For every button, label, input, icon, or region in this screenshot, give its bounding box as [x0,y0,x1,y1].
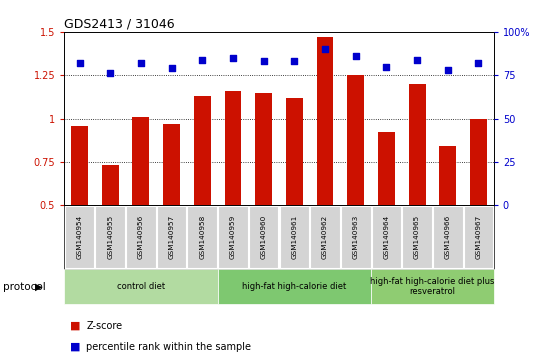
Text: GSM140963: GSM140963 [353,215,359,259]
Bar [132,117,150,205]
Point [167,65,176,71]
Text: ■: ■ [70,321,80,331]
Text: ■: ■ [70,342,80,352]
Text: Z-score: Z-score [86,321,123,331]
Point [412,57,421,62]
Bar [408,84,426,205]
Text: GSM140962: GSM140962 [322,215,328,259]
Point [259,58,268,64]
Text: GSM140965: GSM140965 [414,215,420,259]
Bar [286,98,303,205]
Text: GSM140964: GSM140964 [383,215,389,259]
Text: control diet: control diet [117,282,165,291]
Point [75,60,84,66]
Point [320,46,329,52]
Bar [224,91,242,205]
Bar [71,126,88,205]
Text: GSM140959: GSM140959 [230,215,236,259]
Text: GSM140956: GSM140956 [138,215,144,259]
Bar [347,75,364,205]
Point [443,67,452,73]
Text: ▶: ▶ [35,282,43,292]
Text: GSM140958: GSM140958 [199,215,205,259]
Bar [316,37,334,205]
Point [136,60,145,66]
Text: GDS2413 / 31046: GDS2413 / 31046 [64,18,175,31]
Text: GSM140967: GSM140967 [475,215,482,259]
Point [382,64,391,69]
Text: GSM140954: GSM140954 [76,215,83,259]
Point [290,58,299,64]
Text: high-fat high-calorie diet: high-fat high-calorie diet [242,282,347,291]
Bar [102,165,119,205]
Point [351,53,360,59]
Bar [470,119,487,205]
Bar [255,93,272,205]
Text: percentile rank within the sample: percentile rank within the sample [86,342,252,352]
Bar [194,96,211,205]
Point [198,57,206,62]
Point [105,71,115,76]
Text: GSM140957: GSM140957 [169,215,175,259]
Text: GSM140961: GSM140961 [291,215,297,259]
Text: GSM140966: GSM140966 [445,215,451,259]
Point [474,60,483,66]
Text: protocol: protocol [3,282,46,292]
Bar [163,124,180,205]
Bar [378,132,395,205]
Text: high-fat high-calorie diet plus
resveratrol: high-fat high-calorie diet plus resverat… [371,277,494,296]
Bar [439,146,456,205]
Text: GSM140955: GSM140955 [107,215,113,259]
Text: GSM140960: GSM140960 [261,215,267,259]
Point [228,55,237,61]
